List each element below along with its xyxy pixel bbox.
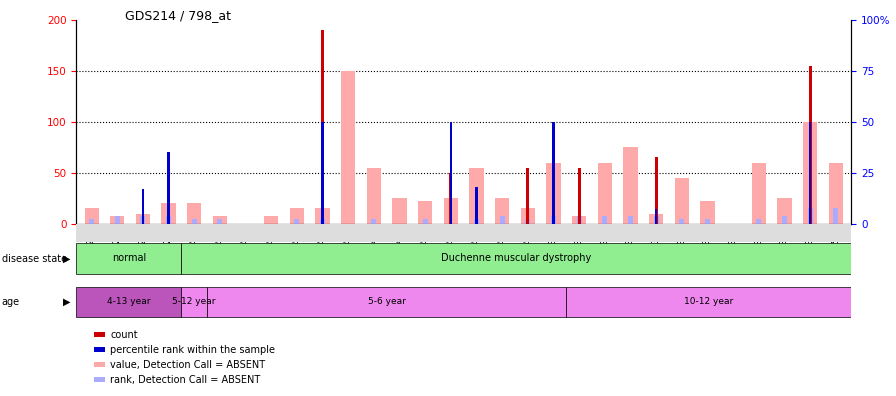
Bar [679,219,685,224]
Bar [675,178,689,224]
Bar [168,152,169,224]
Bar [778,198,791,224]
Bar [655,209,658,224]
Bar [76,243,181,274]
Bar [500,215,504,224]
Bar [578,168,581,224]
Bar [476,187,478,224]
Bar [450,122,452,224]
Bar [598,162,612,224]
Text: ▶: ▶ [64,253,71,264]
Text: disease state: disease state [2,253,67,264]
Bar [418,201,432,224]
Text: value, Detection Call = ABSENT: value, Detection Call = ABSENT [110,360,265,370]
Bar [602,215,607,224]
Bar [573,215,586,224]
Bar [782,215,787,224]
Bar [320,219,325,224]
Text: 5-12 year: 5-12 year [172,297,216,307]
Bar [218,219,222,224]
Bar [829,162,843,224]
Bar [449,173,452,224]
Bar [315,208,330,224]
Bar [649,213,663,224]
Bar [470,168,484,224]
Bar [341,71,355,224]
Bar [207,287,566,317]
Text: age: age [2,297,20,307]
Text: 10-12 year: 10-12 year [685,297,734,307]
Bar [624,147,638,224]
Bar [213,215,227,224]
Bar [371,219,376,224]
Bar [161,204,176,224]
Bar [495,198,509,224]
Bar [547,162,561,224]
Bar [553,122,555,224]
Text: percentile rank within the sample: percentile rank within the sample [110,345,275,355]
Bar [807,208,813,224]
Bar [264,215,279,224]
Bar [294,219,299,224]
Bar [136,213,150,224]
Bar [653,215,659,224]
Bar [322,122,323,224]
Bar [76,287,181,317]
Bar [474,219,479,224]
Bar [705,219,710,224]
Bar [833,208,839,224]
Bar [366,168,381,224]
Bar [444,198,458,224]
Text: ▶: ▶ [64,297,71,307]
Bar [577,215,582,224]
Bar [803,122,817,224]
Bar [756,219,762,224]
Bar [808,66,812,224]
Bar [521,208,535,224]
Bar [89,219,94,224]
Bar [84,208,99,224]
Bar [423,219,427,224]
Bar [181,243,851,274]
Bar [289,208,304,224]
Bar [110,215,125,224]
Bar [167,162,170,224]
Bar [752,162,766,224]
Text: rank, Detection Call = ABSENT: rank, Detection Call = ABSENT [110,375,261,385]
Bar [392,198,407,224]
Bar [115,215,120,224]
Bar [192,219,197,224]
Bar [166,215,171,224]
Text: 5-6 year: 5-6 year [367,297,406,307]
Bar [141,215,145,224]
Bar [655,158,658,224]
Bar [566,287,851,317]
Bar [321,30,324,224]
Text: 4-13 year: 4-13 year [107,297,151,307]
Bar [628,215,633,224]
Bar [809,122,811,224]
Bar [525,219,530,224]
Bar [551,215,556,224]
Bar [187,204,202,224]
Text: normal: normal [112,253,146,263]
Bar [526,168,530,224]
Bar [181,287,207,317]
Text: Duchenne muscular dystrophy: Duchenne muscular dystrophy [441,253,591,263]
Bar [701,201,714,224]
Text: GDS214 / 798_at: GDS214 / 798_at [125,9,231,22]
Bar [142,189,144,224]
Text: count: count [110,329,138,340]
